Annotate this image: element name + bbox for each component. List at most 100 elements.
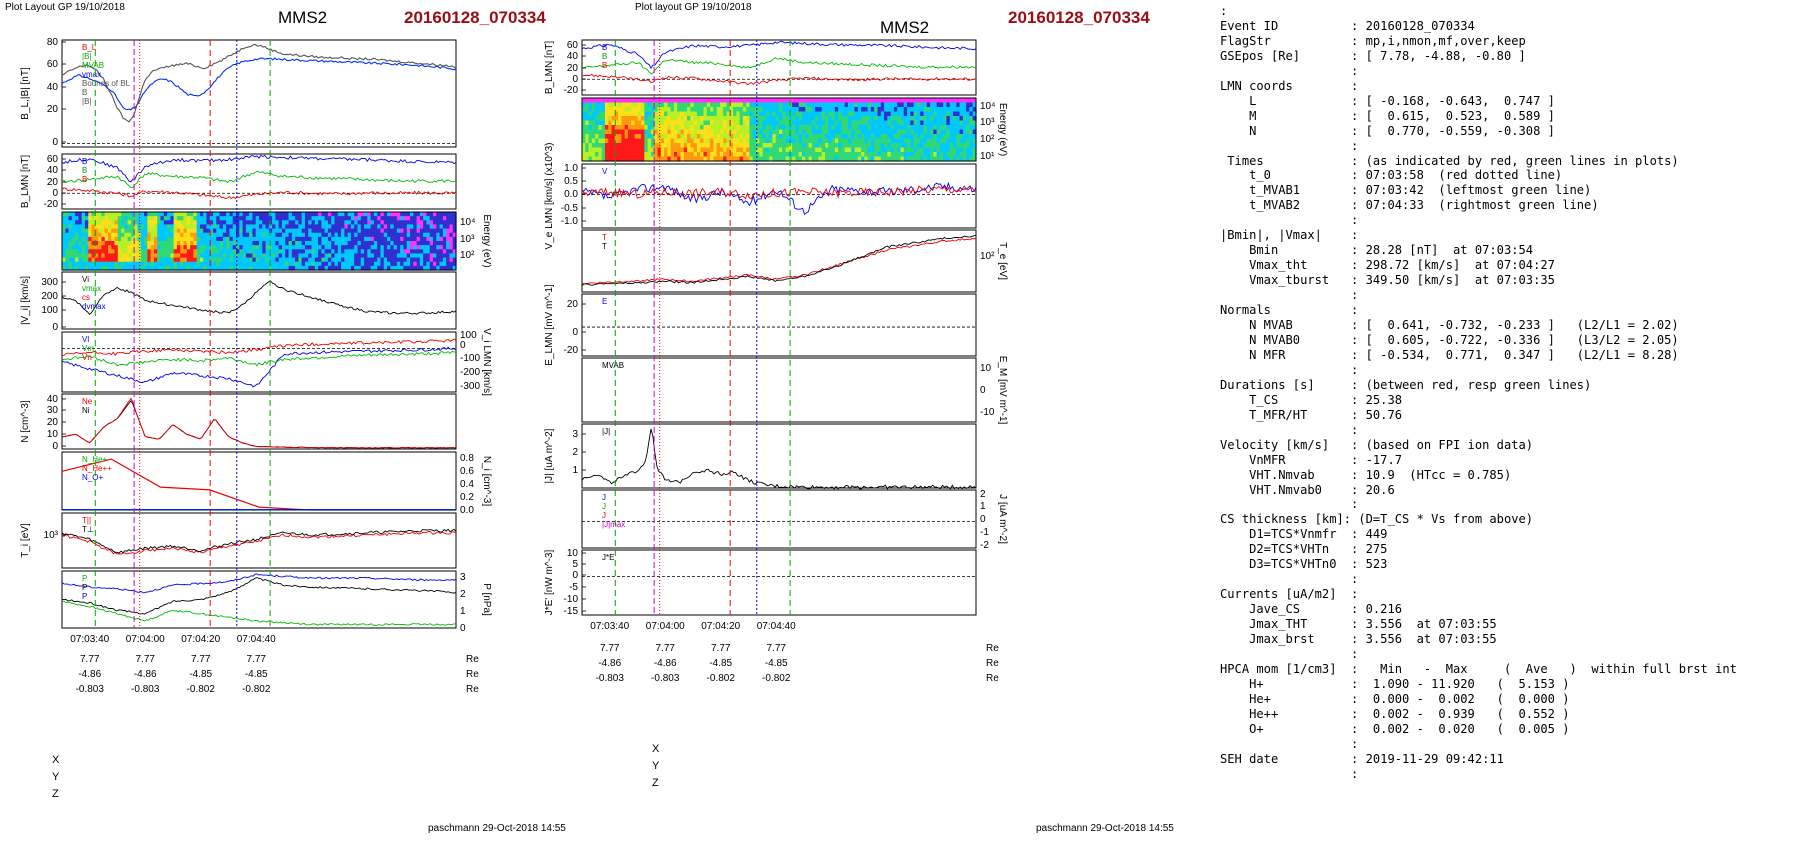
spectrogram-cell <box>788 156 793 162</box>
spectrogram-cell <box>946 111 951 117</box>
spectrogram-cell <box>337 249 342 255</box>
spectrogram-cell <box>357 212 362 217</box>
left-title: MMS2 <box>278 8 328 27</box>
spectrogram-cell <box>762 147 767 153</box>
spectrogram-cell <box>81 236 86 242</box>
spectrogram-cell <box>841 147 846 153</box>
spectrogram-cell <box>966 152 971 158</box>
spectrogram-cell <box>907 152 911 158</box>
spectrogram-cell <box>324 241 329 246</box>
spectrogram-cell <box>874 111 879 117</box>
y-tick-label: -300 <box>460 381 480 392</box>
spectrogram-cell <box>98 216 102 221</box>
spectrogram-cell <box>130 245 135 250</box>
spectrogram-cell <box>634 134 639 140</box>
spectrogram-cell <box>124 224 129 230</box>
spectrogram-cell <box>733 138 737 144</box>
spectrogram-cell <box>959 102 964 108</box>
spectrogram-cell <box>370 261 375 267</box>
y-tick-label: 0 <box>980 385 986 396</box>
spectrogram-cell <box>943 120 948 126</box>
spectrogram-cell <box>190 253 194 259</box>
spectrogram-cell <box>301 257 306 263</box>
spectrogram-cell <box>180 245 185 250</box>
spectrogram-cell <box>186 220 191 226</box>
spectrogram-cell <box>245 228 250 234</box>
spectrogram-cell <box>433 232 437 238</box>
spectrogram-cell <box>900 107 905 113</box>
spectrogram-cell <box>637 152 642 158</box>
spectrogram-cell <box>104 265 109 271</box>
spectrogram-cell <box>634 125 639 131</box>
spectrogram-cell <box>127 220 132 226</box>
spectrogram-cell <box>847 116 852 122</box>
spectrogram-cell <box>782 138 787 144</box>
spectrogram-cell <box>591 143 596 149</box>
spectrogram-cell <box>884 120 888 126</box>
spectrogram-cell <box>736 134 741 140</box>
spectrogram-cell <box>439 232 444 238</box>
coord-value: -4.86 <box>654 658 677 669</box>
spectrogram-cell <box>364 265 368 271</box>
spectrogram-cell <box>650 107 655 113</box>
spectrogram-cell <box>255 257 260 263</box>
y-tick-label: 10³ <box>44 530 59 541</box>
legend-entry: J <box>602 511 606 520</box>
spectrogram-cell <box>213 232 217 238</box>
spectrogram-cell <box>953 143 957 149</box>
spectrogram-cell <box>903 147 908 153</box>
spectrogram-cell <box>788 152 793 158</box>
spectrogram-cell <box>167 212 171 217</box>
right-coord-z-label: Z <box>652 777 659 789</box>
y-tick-label: -20 <box>564 85 579 96</box>
spectrogram-cell <box>130 241 135 246</box>
spectrogram-cell <box>903 129 908 135</box>
spectrogram-cell <box>729 98 734 104</box>
spectrogram-cell <box>939 120 944 126</box>
spectrogram-cell <box>327 236 332 242</box>
spectrogram-cell <box>647 134 652 140</box>
spectrogram-cell <box>373 220 378 226</box>
spectrogram-cell <box>446 216 451 221</box>
spectrogram-cell <box>423 224 428 230</box>
spectrogram-cell <box>344 245 349 250</box>
spectrogram-cell <box>920 143 925 149</box>
spectrogram-cell <box>779 107 783 113</box>
spectrogram-cell <box>137 236 142 242</box>
spectrogram-cell <box>104 236 109 242</box>
spectrogram-cell <box>700 143 705 149</box>
spectrogram-cell <box>926 116 931 122</box>
spectrogram-cell <box>650 125 655 131</box>
x-tick-label: 07:04:00 <box>646 621 685 632</box>
spectrogram-cell <box>265 265 270 271</box>
spectrogram-cell <box>739 125 744 131</box>
spectrogram-cell <box>916 129 921 135</box>
spectrogram-cell <box>367 216 372 221</box>
spectrogram-cell <box>654 156 659 162</box>
spectrogram-cell <box>939 156 944 162</box>
spectrogram-cell <box>828 156 833 162</box>
spectrogram-cell <box>318 232 322 238</box>
spectrogram-cell <box>439 265 444 271</box>
spectrogram-cell <box>190 265 194 271</box>
spectrogram-cell <box>373 216 378 221</box>
spectrogram-cell <box>874 116 879 122</box>
spectrogram-cell <box>318 265 322 271</box>
spectrogram-cell <box>916 125 921 131</box>
spectrogram-cell <box>779 156 783 162</box>
legend-entry: P <box>82 583 87 592</box>
spectrogram-cell <box>130 220 135 226</box>
spectrogram-cell <box>897 143 902 149</box>
spectrogram-cell <box>854 116 859 122</box>
legend-entry: dvmax <box>82 302 106 311</box>
spectrogram-cell <box>870 138 875 144</box>
spectrogram-cell <box>893 98 898 104</box>
spectrogram-cell <box>884 143 888 149</box>
spectrogram-cell <box>710 138 714 144</box>
spectrogram-cell <box>199 241 204 246</box>
spectrogram-cell <box>396 232 401 238</box>
spectrogram-cell <box>406 216 411 221</box>
spectrogram-cell <box>350 249 355 255</box>
spectrogram-cell <box>752 102 757 108</box>
